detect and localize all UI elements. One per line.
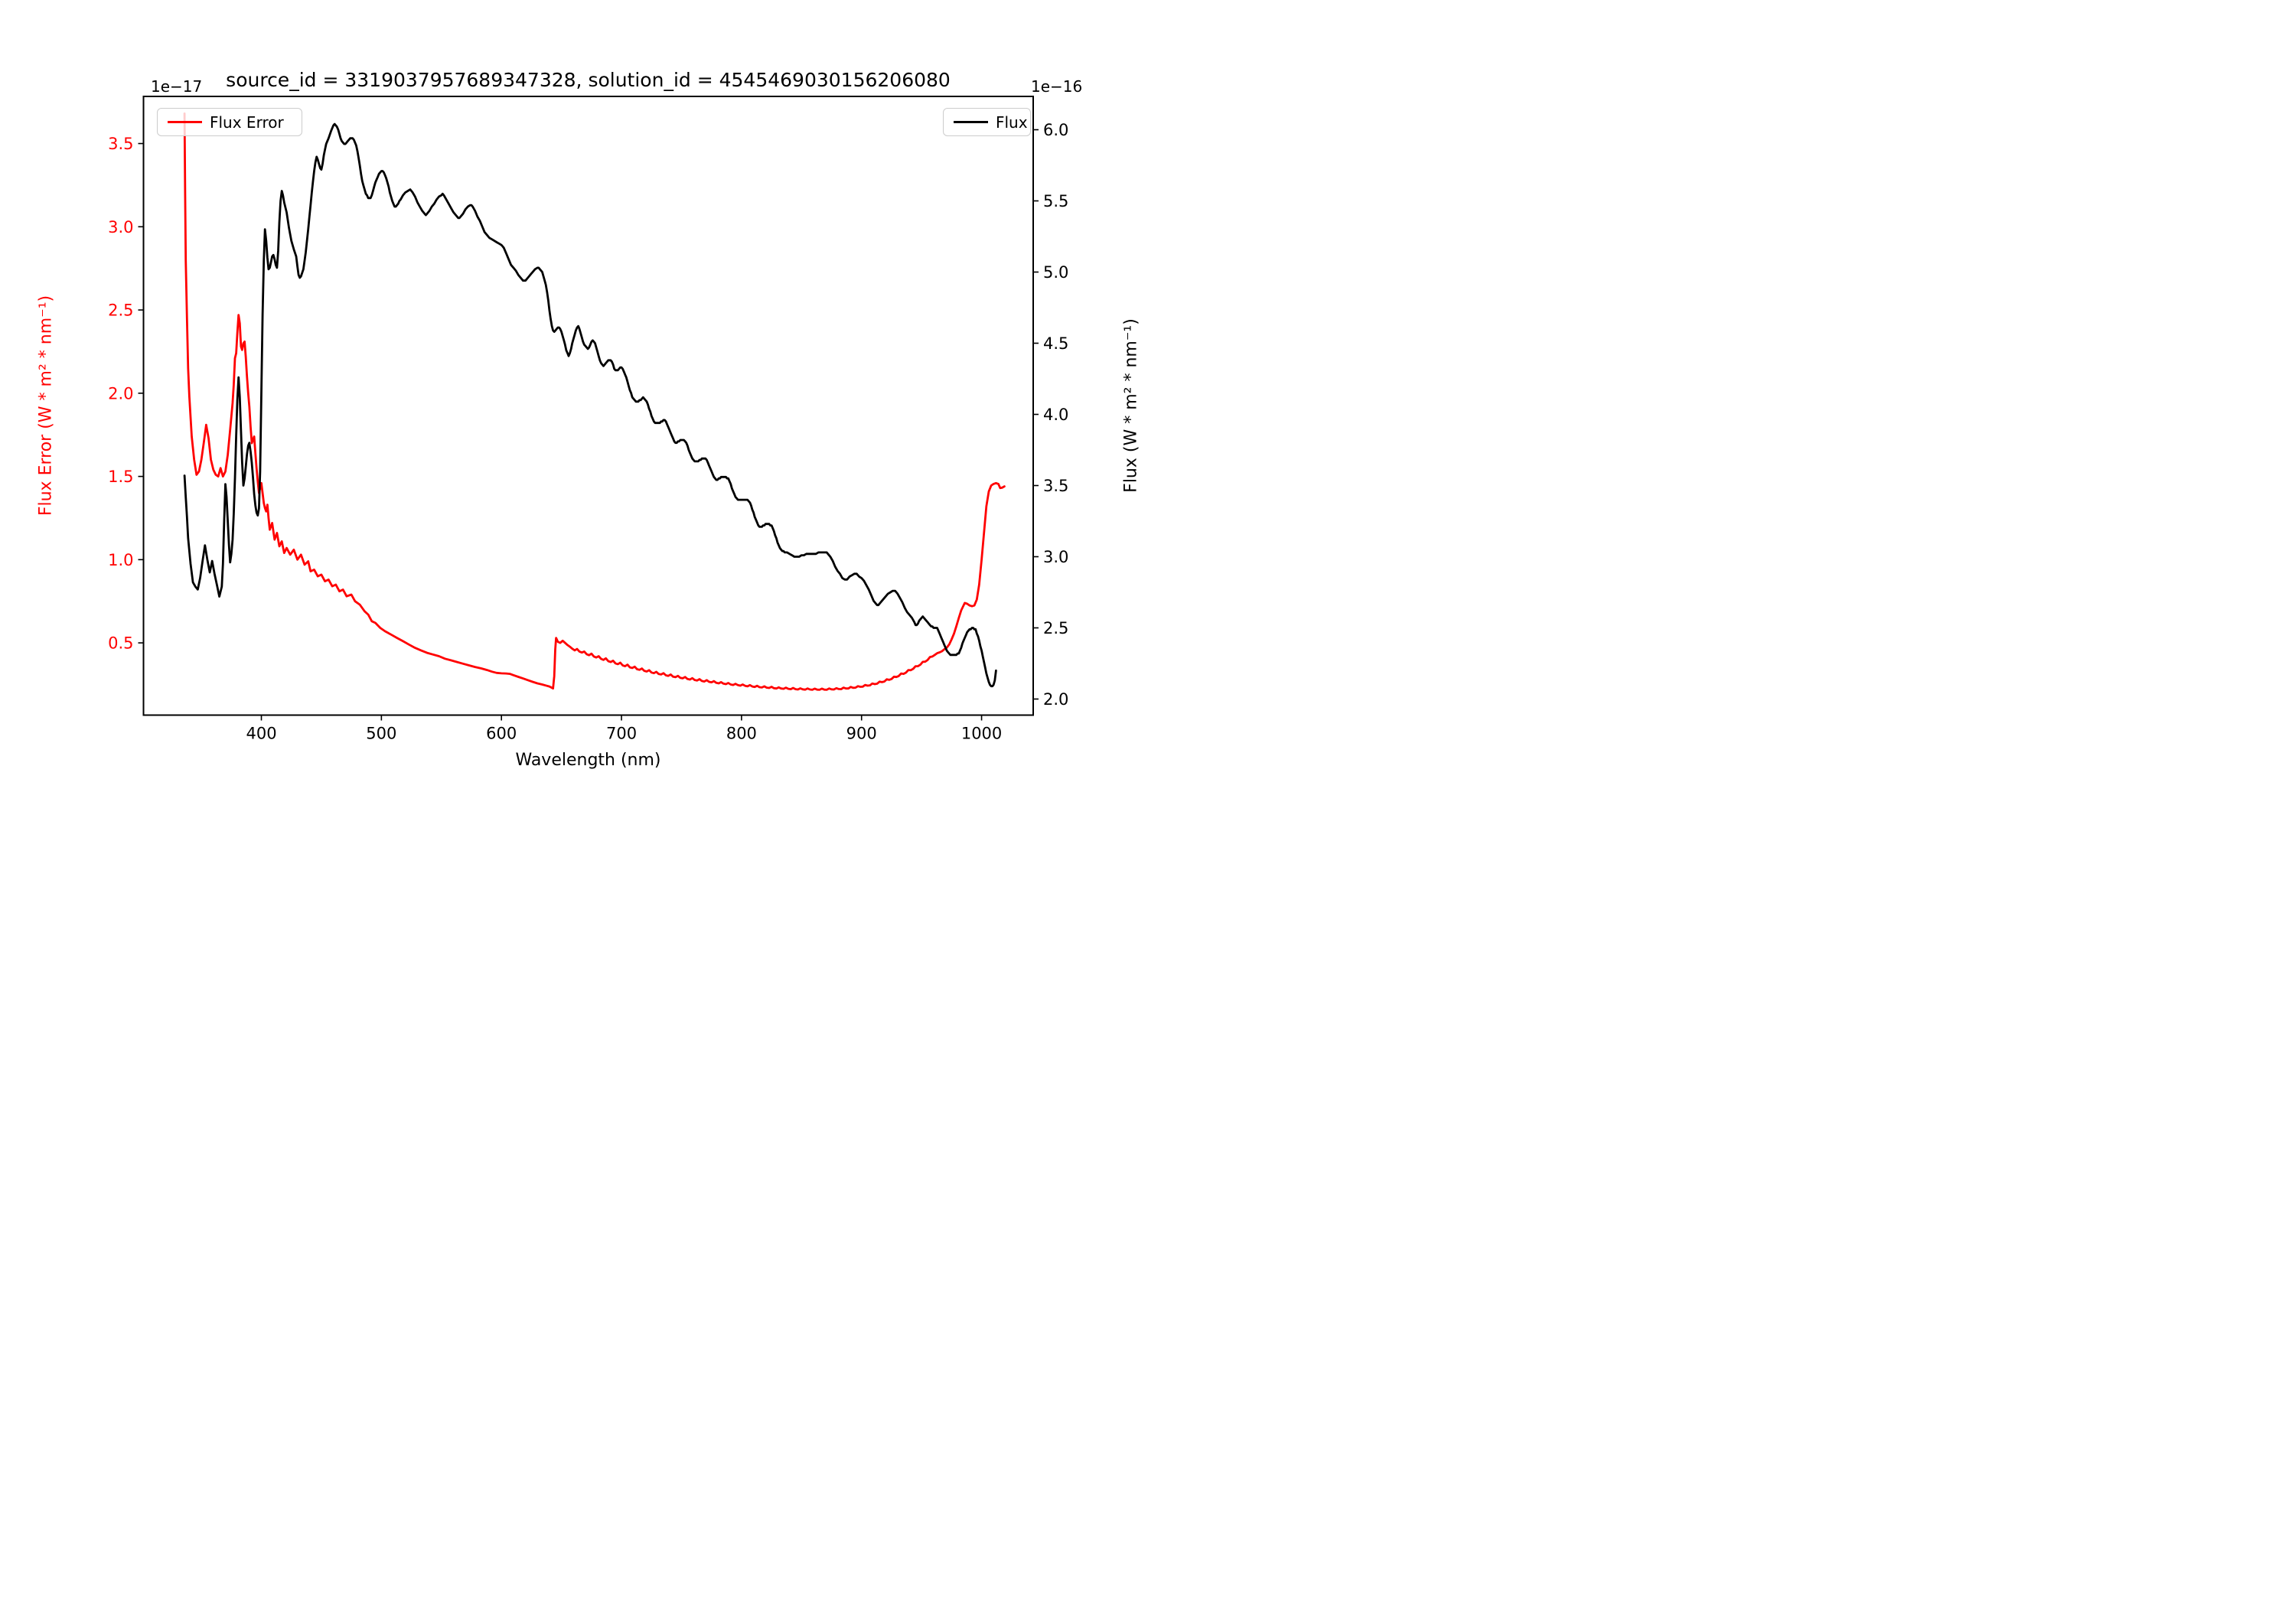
y-left-tick-label: 1.0 xyxy=(108,551,133,569)
y-left-tick-label: 1.5 xyxy=(108,468,133,486)
chart-canvas: 400 500 600 700 800 900 1000 0.5 1.0 1.5 2.0 2.5 3.0… xyxy=(108,96,1068,743)
y-right-tick-label: 2.5 xyxy=(1043,619,1068,637)
y-left-offset-text: 1e−17 xyxy=(151,77,203,96)
legend-label-flux-error: Flux Error xyxy=(210,112,284,132)
legend-flux[interactable]: Flux xyxy=(943,108,1031,136)
y-left-tick-label: 2.0 xyxy=(108,384,133,403)
plot-border xyxy=(142,96,1034,716)
legend-label-flux: Flux xyxy=(996,112,1028,132)
y-right-offset-text: 1e−16 xyxy=(1031,77,1083,96)
y-left-tick-label: 2.5 xyxy=(108,302,133,320)
legend-flux-error[interactable]: Flux Error xyxy=(157,108,302,136)
flux-error-line-swatch xyxy=(168,121,202,123)
y-left-tick-label: 0.5 xyxy=(108,634,133,653)
y-right-tick-label: 5.0 xyxy=(1043,263,1068,282)
x-tick-label: 400 xyxy=(246,725,276,743)
y-left-tick-label: 3.5 xyxy=(108,135,133,153)
y-left-axis-label: Flux Error (W * m² * nm⁻¹) xyxy=(36,295,56,517)
y-right-tick-label: 2.0 xyxy=(1043,690,1068,709)
y-right-axis-label: Flux (W * m² * nm⁻¹) xyxy=(1121,318,1141,493)
x-axis-label: Wavelength (nm) xyxy=(515,751,661,770)
y-left-tick-label: 3.0 xyxy=(108,218,133,236)
series-line-flux-error xyxy=(183,112,1006,691)
page-title: source_id = 3319037957689347328, solutio… xyxy=(226,69,951,91)
x-tick-label: 600 xyxy=(486,725,517,743)
x-tick-label: 700 xyxy=(606,725,637,743)
y-right-tick-label: 4.5 xyxy=(1043,334,1068,353)
y-right-tick-label: 3.5 xyxy=(1043,477,1068,495)
y-right-tick-label: 6.0 xyxy=(1043,121,1068,139)
x-tick-label: 800 xyxy=(726,725,757,743)
x-tick-label: 500 xyxy=(366,725,396,743)
y-right-tick-label: 3.0 xyxy=(1043,548,1068,566)
flux-line-swatch xyxy=(954,121,988,123)
figure: 400 500 600 700 800 900 1000 0.5 1.0 1.5 2.0 2.5 3.0… xyxy=(0,0,1148,804)
y-right-tick-label: 5.5 xyxy=(1043,192,1068,210)
x-tick-label: 1000 xyxy=(961,725,1002,743)
series-line-flux xyxy=(183,122,997,688)
x-tick-label: 900 xyxy=(846,725,877,743)
y-right-tick-label: 4.0 xyxy=(1043,406,1068,424)
